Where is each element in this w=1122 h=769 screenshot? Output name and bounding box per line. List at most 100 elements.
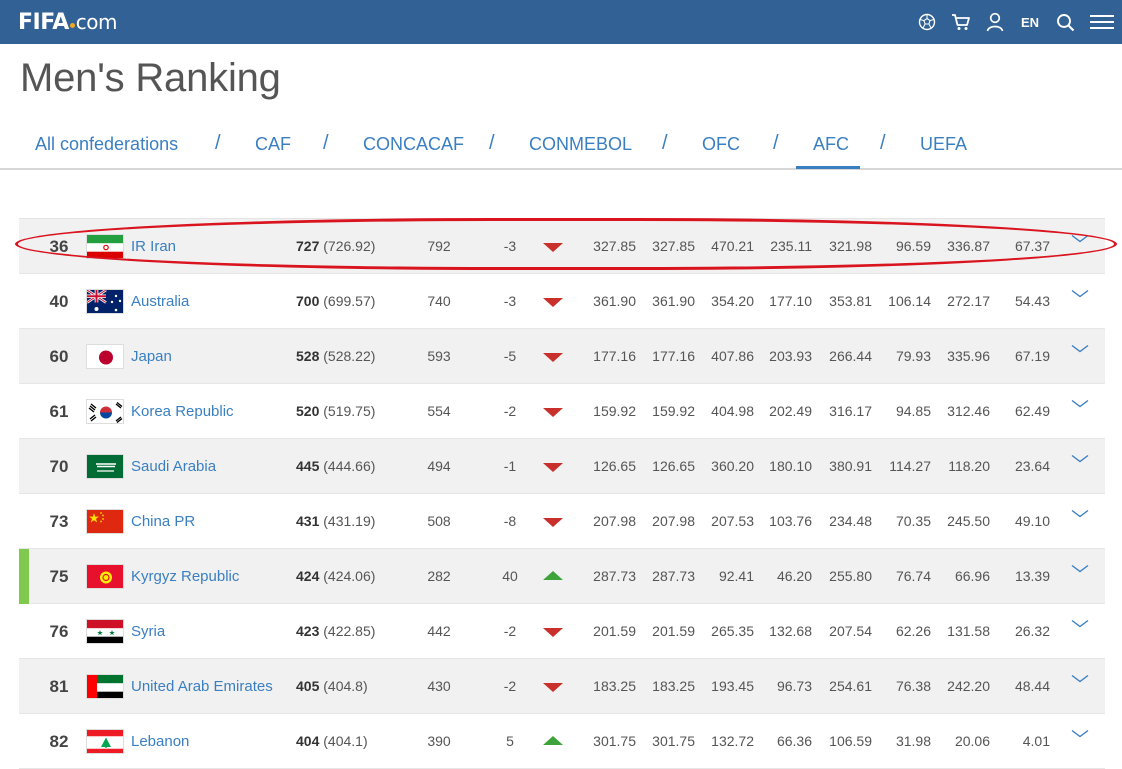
total-points-rounded: 520	[296, 403, 320, 419]
trend-up-icon	[543, 736, 563, 745]
points-value: 183.25	[593, 678, 636, 694]
points-value: 106.14	[888, 293, 931, 309]
points-value: 353.81	[829, 293, 872, 309]
table-row[interactable]: 75 Kyrgyz Republic 424 (424.06) 282 40 287.73…	[19, 549, 1105, 604]
points-value: 159.92	[593, 403, 636, 419]
search-icon[interactable]	[1048, 0, 1082, 44]
ball-icon[interactable]	[910, 0, 944, 44]
table-row[interactable]: 61 Korea Republic 520 (519.75) 554 -2 159.92 1…	[19, 384, 1105, 439]
table-row[interactable]: 60 Japan 528 (528.22) 593 -5 177.16 177.16 407.…	[19, 329, 1105, 384]
points-value: 380.91	[829, 458, 872, 474]
points-value: 266.44	[829, 348, 872, 364]
rank-movement: -2	[503, 403, 517, 419]
fifa-logo[interactable]: FIFA com	[18, 8, 117, 37]
total-points-exact: (424.06)	[323, 568, 376, 584]
language-selector[interactable]: EN	[1020, 14, 1040, 30]
rank-movement: -3	[503, 293, 517, 309]
country-link[interactable]: Kyrgyz Republic	[131, 568, 240, 585]
country-link[interactable]: Saudi Arabia	[131, 458, 217, 475]
country-link[interactable]: Syria	[131, 623, 166, 640]
chevron-down-icon[interactable]	[1071, 726, 1089, 738]
tab-separator: /	[489, 132, 495, 154]
kyrgyz-flag-icon	[86, 564, 124, 589]
points-value: 114.27	[889, 458, 931, 474]
cart-icon[interactable]	[944, 0, 978, 44]
chevron-down-icon[interactable]	[1071, 561, 1089, 573]
header-icons: EN	[910, 0, 1122, 44]
previous-points: 792	[427, 238, 451, 254]
points-value: 62.49	[1014, 403, 1050, 419]
previous-points: 390	[427, 733, 451, 749]
table-row[interactable]: 73 China PR 431 (431.19) 508 -8 207.98 207.98 2…	[19, 494, 1105, 549]
points-value: 92.41	[718, 568, 754, 584]
points-value: 4.01	[1022, 733, 1050, 749]
chevron-down-icon[interactable]	[1071, 341, 1089, 353]
total-points: 727 (726.92)	[296, 219, 402, 274]
tab-caf[interactable]: CAF	[255, 134, 291, 154]
total-points: 424 (424.06)	[296, 549, 402, 604]
points-value: 255.80	[829, 568, 872, 584]
tab-afc[interactable]: AFC	[813, 134, 849, 154]
points-value: 67.19	[1014, 348, 1050, 364]
lebanon-flag-icon	[86, 729, 124, 754]
trend-down-icon	[543, 628, 563, 637]
tab-concacaf[interactable]: CONCACAF	[363, 134, 465, 154]
rank: 70	[49, 457, 69, 476]
points-value: 132.72	[711, 733, 754, 749]
country-link[interactable]: IR Iran	[131, 238, 177, 255]
points-value: 327.85	[593, 238, 636, 254]
points-value: 254.61	[829, 678, 872, 694]
previous-points: 508	[427, 513, 451, 529]
user-icon[interactable]	[978, 0, 1012, 44]
points-value: 321.98	[829, 238, 872, 254]
points-value: 245.50	[947, 513, 990, 529]
table-row[interactable]: 36 IR Iran 727 (726.92) 792 -3 327.85 327.85 47…	[19, 219, 1105, 274]
trend-down-icon	[543, 518, 563, 527]
rank-movement: -2	[503, 623, 517, 639]
points-value: 132.68	[769, 623, 812, 639]
page-title: Men's Ranking	[20, 56, 281, 100]
country-link[interactable]: Japan	[131, 348, 172, 365]
top-bar: FIFA com EN	[0, 0, 1122, 44]
total-points-exact: (444.66)	[323, 458, 376, 474]
country-link[interactable]: Korea Republic	[131, 403, 234, 420]
table-row[interactable]: 76 Syria 423 (422.85) 442 -2 201.59 201.59 265.…	[19, 604, 1105, 659]
country-link[interactable]: Lebanon	[131, 733, 190, 750]
menu-icon[interactable]	[1082, 0, 1122, 44]
previous-points: 554	[427, 403, 451, 419]
points-value: 79.93	[895, 348, 931, 364]
chevron-down-icon[interactable]	[1071, 506, 1089, 518]
chevron-down-icon[interactable]	[1071, 396, 1089, 408]
table-row[interactable]: 82 Lebanon 404 (404.1) 390 5 301.75 301.75 132.…	[19, 714, 1105, 769]
points-value: 207.98	[652, 513, 695, 529]
chevron-down-icon[interactable]	[1071, 451, 1089, 463]
syria-flag-icon	[86, 619, 124, 644]
country-link[interactable]: United Arab Emirates	[131, 678, 273, 695]
points-value: 201.59	[652, 623, 695, 639]
rank-up-indicator	[19, 549, 29, 604]
table-row[interactable]: 70 Saudi Arabia 445 (444.66) 494 -1 126.65 126…	[19, 439, 1105, 494]
chevron-down-icon[interactable]	[1071, 231, 1089, 243]
points-value: 177.16	[593, 348, 636, 364]
trend-down-icon	[543, 243, 563, 252]
tab-uefa[interactable]: UEFA	[920, 134, 968, 154]
tab-ofc[interactable]: OFC	[702, 134, 740, 154]
points-value: 126.65	[593, 458, 636, 474]
table-row[interactable]: 81 United Arab Emirates 405 (404.8) 430 -2 18…	[19, 659, 1105, 714]
tab-conmebol[interactable]: CONMEBOL	[529, 134, 633, 154]
trend-down-icon	[543, 298, 563, 307]
table-row[interactable]: 40 Australia 700 (699.57) 740 -3 361.90 361.90…	[19, 274, 1105, 329]
country-link[interactable]: Australia	[131, 293, 190, 310]
country-link[interactable]: China PR	[131, 513, 196, 530]
previous-points: 593	[427, 348, 451, 364]
previous-points: 494	[427, 458, 451, 474]
tab-all-confederations[interactable]: All confederations	[35, 134, 179, 154]
rank-movement: -3	[503, 238, 517, 254]
points-value: 76.74	[895, 568, 931, 584]
chevron-down-icon[interactable]	[1071, 616, 1089, 628]
chevron-down-icon[interactable]	[1071, 286, 1089, 298]
chevron-down-icon[interactable]	[1071, 671, 1089, 683]
points-value: 193.45	[711, 678, 754, 694]
tab-separator: /	[323, 132, 329, 154]
total-points-rounded: 424	[296, 568, 320, 584]
